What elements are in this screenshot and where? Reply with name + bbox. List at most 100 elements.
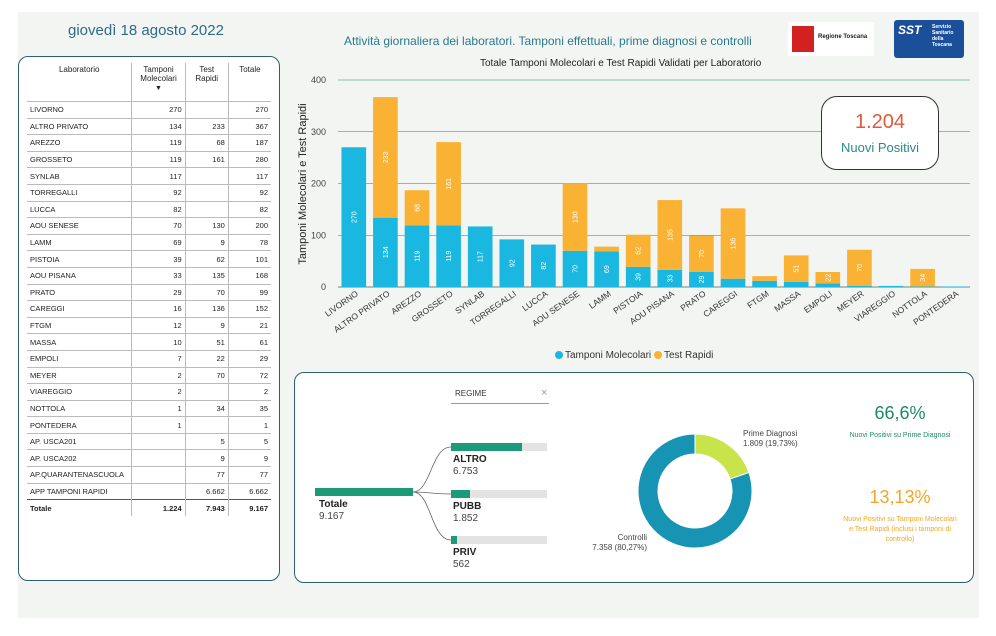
donut-slice-controlli[interactable] <box>637 433 753 549</box>
chart-title: Totale Tamponi Molecolari e Test Rapidi … <box>480 58 762 69</box>
table-row[interactable]: PONTEDERA 1 1 <box>27 416 271 434</box>
bar-molecolari[interactable] <box>341 147 367 287</box>
table-row[interactable]: LUCCA 82 82 <box>27 200 271 218</box>
cell-totale: 168 <box>228 266 271 285</box>
bar-molecolari[interactable] <box>910 286 935 287</box>
cell-test-rapidi: 135 <box>185 266 229 285</box>
table-header-row: Laboratorio Tamponi Molecolari ▼ Test Rap… <box>27 63 271 102</box>
table-row[interactable]: VIAREGGIO 2 2 <box>27 383 271 401</box>
cell-test-rapidi <box>185 416 229 434</box>
bar-rapidi[interactable] <box>562 183 588 251</box>
pct-prime-diagnosi-label: Nuovi Positivi su Prime Diagnosi <box>849 432 951 439</box>
cell-totale: 61 <box>228 333 271 351</box>
bar-molecolari[interactable] <box>941 286 967 287</box>
bar-molecolari[interactable] <box>625 266 651 287</box>
table-row[interactable]: APP TAMPONI RAPIDI 6.662 6.662 <box>27 482 271 500</box>
bar-molecolari[interactable] <box>878 285 904 287</box>
bar-rapidi[interactable] <box>752 276 777 281</box>
bar-data-label: 134 <box>383 246 390 258</box>
col-header-totale[interactable]: Totale <box>228 63 271 102</box>
table-row[interactable]: AP.QUARANTENASCUOLA 77 77 <box>27 466 271 484</box>
table-row[interactable]: LAMM 69 9 78 <box>27 233 271 251</box>
bar-molecolari[interactable] <box>499 239 525 287</box>
bar-rapidi[interactable] <box>594 246 619 252</box>
kpi-value: 1.204 <box>854 111 906 133</box>
cell-laboratorio: TORREGALLI <box>27 183 133 202</box>
cell-tamponi: 270 <box>131 101 186 119</box>
bar-rapidi[interactable] <box>910 268 935 287</box>
bar-molecolari[interactable] <box>657 269 683 287</box>
cell-totale: 72 <box>228 366 271 384</box>
cell-laboratorio: AP.QUARANTENASCUOLA <box>27 466 133 484</box>
bar-rapidi[interactable] <box>436 142 461 226</box>
bar-molecolari[interactable] <box>815 283 841 287</box>
bar-molecolari[interactable] <box>373 217 398 287</box>
table-row[interactable]: AP. USCA202 9 9 <box>27 449 271 467</box>
cell-totale: 92 <box>228 183 271 202</box>
bar-molecolari[interactable] <box>847 285 872 287</box>
table-row[interactable]: MEYER 2 70 72 <box>27 366 271 384</box>
table-row[interactable]: SYNLAB 117 117 <box>27 167 271 185</box>
total-totale: 9.167 <box>228 499 271 516</box>
tree-child-bar-altro[interactable] <box>451 443 522 451</box>
table-row[interactable]: AREZZO 119 68 187 <box>27 134 271 152</box>
col-header-laboratorio[interactable]: Laboratorio <box>27 63 133 102</box>
col-header-test-rapidi[interactable]: Test Rapidi <box>185 63 229 102</box>
x-tick-label: LAMM <box>587 288 613 310</box>
col-header-text: Laboratorio <box>58 65 100 74</box>
bar-data-label: 130 <box>573 211 580 223</box>
bar-rapidi[interactable] <box>783 255 809 282</box>
table-row[interactable]: AOU SENESE 70 130 200 <box>27 217 271 235</box>
legend-item-rapidi[interactable]: Test Rapidi <box>653 350 713 361</box>
close-icon[interactable]: × <box>541 387 548 399</box>
tree-child-bar-pubb[interactable] <box>451 490 470 498</box>
table-row[interactable]: NOTTOLA 1 34 35 <box>27 399 271 417</box>
table-row[interactable]: GROSSETO 119 161 280 <box>27 150 271 168</box>
table-row[interactable]: ALTRO PRIVATO 134 233 367 <box>27 117 271 135</box>
bar-molecolari[interactable] <box>404 225 430 287</box>
bar-molecolari[interactable] <box>467 226 493 287</box>
bar-molecolari[interactable] <box>594 251 619 287</box>
tree-root-bar[interactable] <box>315 488 413 496</box>
bar-rapidi[interactable] <box>373 97 398 218</box>
table-row[interactable]: CAREGGI 16 136 152 <box>27 300 271 318</box>
col-header-tamponi[interactable]: Tamponi Molecolari ▼ <box>131 63 186 102</box>
bar-rapidi[interactable] <box>720 208 746 279</box>
table-row[interactable]: TORREGALLI 92 92 <box>27 183 271 202</box>
cell-laboratorio: AP. USCA202 <box>27 449 133 467</box>
bar-rapidi[interactable] <box>689 235 714 272</box>
bar-data-label: 119 <box>415 251 422 262</box>
cell-laboratorio: VIAREGGIO <box>27 383 133 401</box>
y-tick-label: 300 <box>311 127 326 137</box>
bar-rapidi[interactable] <box>815 271 841 284</box>
cell-tamponi: 33 <box>131 266 186 285</box>
table-row[interactable]: MASSA 10 51 61 <box>27 333 271 351</box>
bar-molecolari[interactable] <box>783 281 809 287</box>
cell-laboratorio: MEYER <box>27 366 133 384</box>
sort-desc-icon: ▼ <box>155 85 162 92</box>
table-row[interactable]: PRATO 29 70 99 <box>27 283 271 301</box>
bar-data-label: 70 <box>699 250 706 258</box>
bar-molecolari[interactable] <box>531 244 556 287</box>
cell-tamponi: 12 <box>131 316 186 334</box>
table-row[interactable]: FTGM 12 9 21 <box>27 316 271 334</box>
table-row[interactable]: LIVORNO 270 270 <box>27 101 271 119</box>
table-row[interactable]: EMPOLI 7 22 29 <box>27 349 271 367</box>
tree-child-bar-priv[interactable] <box>451 536 457 544</box>
donut-slice-prime-diagnosi[interactable] <box>694 433 750 480</box>
bar-molecolari[interactable] <box>720 278 746 287</box>
bar-molecolari[interactable] <box>562 250 588 287</box>
bar-rapidi[interactable] <box>657 200 683 270</box>
bar-rapidi[interactable] <box>625 234 651 267</box>
bar-rapidi[interactable] <box>847 249 872 286</box>
bar-rapidi[interactable] <box>404 190 430 226</box>
table-row[interactable]: PISTOIA 39 62 101 <box>27 250 271 268</box>
cell-totale: 200 <box>228 217 271 235</box>
bar-molecolari[interactable] <box>689 271 714 287</box>
legend-item-molecolari[interactable]: Tamponi Molecolari <box>555 350 651 361</box>
col-header-text: Tamponi Molecolari <box>140 65 177 83</box>
table-row[interactable]: AP. USCA201 5 5 <box>27 432 271 450</box>
table-row[interactable]: AOU PISANA 33 135 168 <box>27 266 271 285</box>
bar-molecolari[interactable] <box>752 280 777 287</box>
bar-molecolari[interactable] <box>436 225 461 287</box>
